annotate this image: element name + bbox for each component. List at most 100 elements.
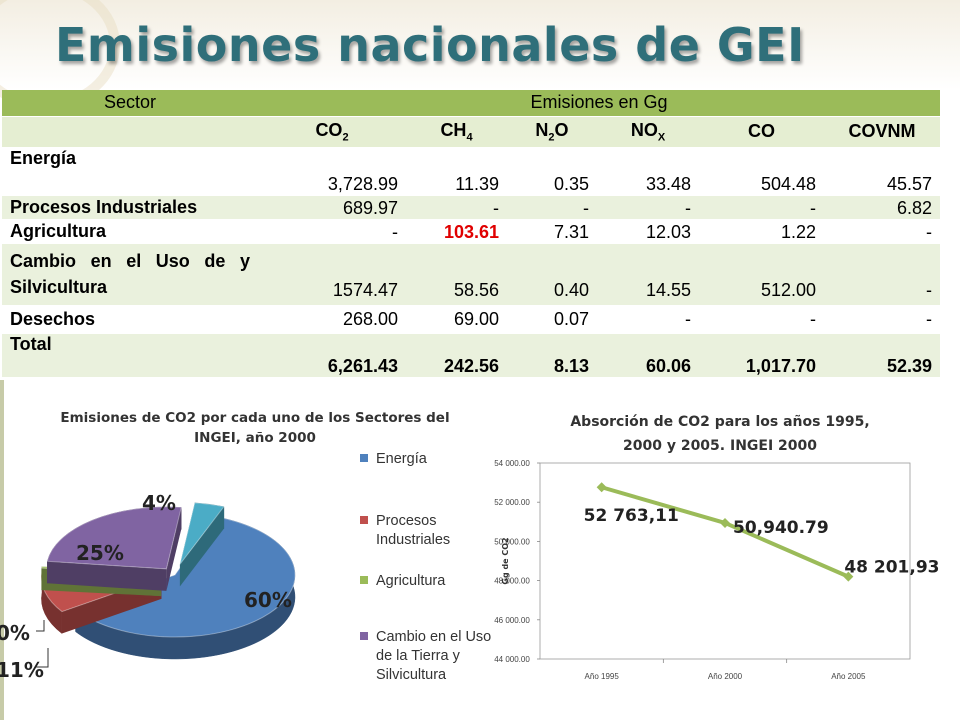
gas-header: CO	[699, 116, 824, 148]
pie-data-label: 25%	[76, 541, 124, 565]
line-marker	[843, 571, 854, 582]
pie-slice-wall	[166, 507, 182, 591]
value-cell: 45.57	[824, 147, 940, 196]
value-cell: 14.55	[597, 243, 699, 306]
pie-data-label: 11%	[0, 658, 44, 682]
value-cell: 6.82	[824, 195, 940, 220]
gas-subscript: 4	[466, 131, 473, 144]
value-cell: 3,728.99	[258, 147, 406, 196]
sector-cell: Agricultura	[2, 219, 258, 244]
legend-label-line: Procesos	[376, 513, 437, 529]
value-cell: 7.31	[507, 219, 597, 244]
legend-label: Cambio en el Uso de la Tierra y Silvicultu…	[376, 628, 491, 685]
sector-cell: Total	[2, 333, 258, 378]
pie-title-line: Emisiones de CO2 por cada uno de los Sec…	[60, 410, 450, 426]
legend-item: Procesos Industriales	[360, 512, 450, 550]
value-cell: 689.97	[258, 195, 406, 220]
table-row: Cambio en el Uso de y Silvicultura 1574.…	[2, 243, 940, 306]
value-cell: -	[824, 219, 940, 244]
value-cell: 11.39	[406, 147, 507, 196]
y-tick-label: 44 000.00	[494, 655, 530, 664]
plot-area	[539, 462, 911, 660]
gas-subscript: X	[657, 131, 666, 144]
value-cell: -	[824, 243, 940, 306]
value-cell: -	[258, 219, 406, 244]
legend-item: Cambio en el Uso de la Tierra y Silvicultu…	[360, 628, 491, 685]
legend-swatch	[360, 454, 368, 462]
y-tick-label: 50 000.00	[494, 537, 530, 546]
y-axis-label: Gg de CO2	[501, 537, 510, 584]
value-cell: 12.03	[597, 219, 699, 244]
legend-item: Agricultura	[360, 572, 445, 591]
legend-swatch	[360, 632, 368, 640]
y-tick-label: 48 000.00	[494, 577, 530, 586]
line-title-line: Absorción de CO2 para los años 1995,	[570, 414, 870, 430]
left-accent-bar	[0, 380, 4, 720]
legend-swatch	[360, 516, 368, 524]
x-tick-label: Año 2000	[708, 672, 743, 681]
header-sector: Sector	[2, 90, 258, 117]
value-cell: 268.00	[258, 305, 406, 334]
value-cell: 69.00	[406, 305, 507, 334]
line-title-line: 2000 y 2005. INGEI 2000	[622, 438, 818, 454]
gas-header: NOX	[597, 116, 699, 148]
pie-slice	[179, 502, 225, 587]
table-row: Procesos Industriales 689.97 - - - - 6.8…	[2, 195, 940, 220]
legend-label-line: de la Tierra y	[376, 648, 460, 664]
value-cell: 1574.47	[258, 243, 406, 306]
pie-data-label: 4%	[142, 491, 176, 515]
table-header-row: Sector Emisiones en Gg	[2, 90, 940, 117]
value-cell: -	[597, 305, 699, 334]
emissions-table: Sector Emisiones en Gg CO2 CH4 N2O NOX C…	[2, 90, 940, 378]
table-row: Desechos 268.00 69.00 0.07 - - -	[2, 305, 940, 334]
pie-leader-line	[36, 648, 49, 668]
value-cell: -	[597, 195, 699, 220]
value-cell: 58.56	[406, 243, 507, 306]
value-cell: 512.00	[699, 243, 824, 306]
table-row: Agricultura - 103.61 7.31 12.03 1.22 -	[2, 219, 940, 244]
legend-label-line: Cambio en el Uso	[376, 629, 492, 645]
pie-chart: 60% 11% 0% 25% 4%	[0, 491, 296, 682]
value-cell: 0.40	[507, 243, 597, 306]
legend-label: Agricultura	[376, 572, 445, 591]
y-tick-label: 52 000.00	[494, 498, 530, 507]
gas-subscript: 2	[342, 131, 349, 144]
value-cell: 1.22	[699, 219, 824, 244]
legend-label-line: Silvicultura	[376, 667, 447, 683]
sector-line: Cambio en el Uso de y	[10, 251, 250, 271]
gas-header: N2O	[507, 116, 597, 148]
y-tick-label: 46 000.00	[494, 616, 530, 625]
line-chart: 44 000.00 46 000.00 48 000.00 50 000.00 52 0…	[494, 459, 939, 681]
line-data-label: 50,940.79	[733, 518, 829, 538]
line-chart-title: Absorción de CO2 para los años 1995, 200…	[520, 410, 920, 458]
table-row: Energía 3,728.99 11.39 0.35 33.48 504.48…	[2, 147, 940, 196]
legend-item: Energía	[360, 450, 427, 469]
value-cell: 52.39	[824, 333, 940, 378]
header-emissions: Emisiones en Gg	[258, 90, 940, 117]
line-marker	[720, 517, 730, 528]
pie-slice	[46, 506, 182, 591]
value-cell: 1,017.70	[699, 333, 824, 378]
legend-label-line: Industriales	[376, 532, 451, 548]
pie-title-line: INGEI, año 2000	[194, 430, 316, 446]
legend-label-line: Agricultura	[376, 573, 446, 589]
line-marker	[596, 482, 607, 493]
pie-slice-top	[46, 506, 182, 570]
pie-slice-wall	[47, 561, 167, 591]
line-data-label: 48 201,93	[844, 558, 939, 578]
value-cell: 8.13	[507, 333, 597, 378]
legend-label: Procesos Industriales	[376, 512, 450, 550]
value-cell: 33.48	[597, 147, 699, 196]
gas-header: CH4	[406, 116, 507, 148]
gas-header: COVNM	[824, 116, 940, 148]
value-cell: -	[507, 195, 597, 220]
value-cell: -	[824, 305, 940, 334]
value-cell: 0.35	[507, 147, 597, 196]
legend-label: Energía	[376, 450, 427, 469]
gas-header: CO2	[258, 116, 406, 148]
legend-label-line: Energía	[376, 451, 427, 467]
pie-chart-title: Emisiones de CO2 por cada uno de los Sec…	[20, 408, 490, 448]
y-tick-label: 54 000.00	[494, 459, 530, 468]
pie-slice-top	[179, 502, 225, 565]
sector-cell: Procesos Industriales	[2, 195, 258, 220]
